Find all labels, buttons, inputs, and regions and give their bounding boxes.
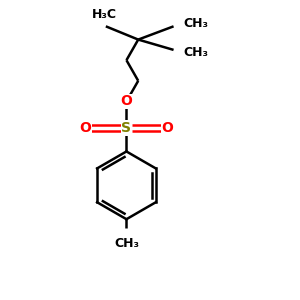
Text: CH₃: CH₃: [184, 46, 209, 59]
Text: H₃C: H₃C: [92, 8, 117, 21]
Text: CH₃: CH₃: [114, 237, 139, 250]
Text: O: O: [162, 121, 174, 135]
Text: O: O: [121, 94, 132, 108]
Text: CH₃: CH₃: [184, 17, 209, 30]
Text: S: S: [122, 121, 131, 135]
Text: O: O: [79, 121, 91, 135]
